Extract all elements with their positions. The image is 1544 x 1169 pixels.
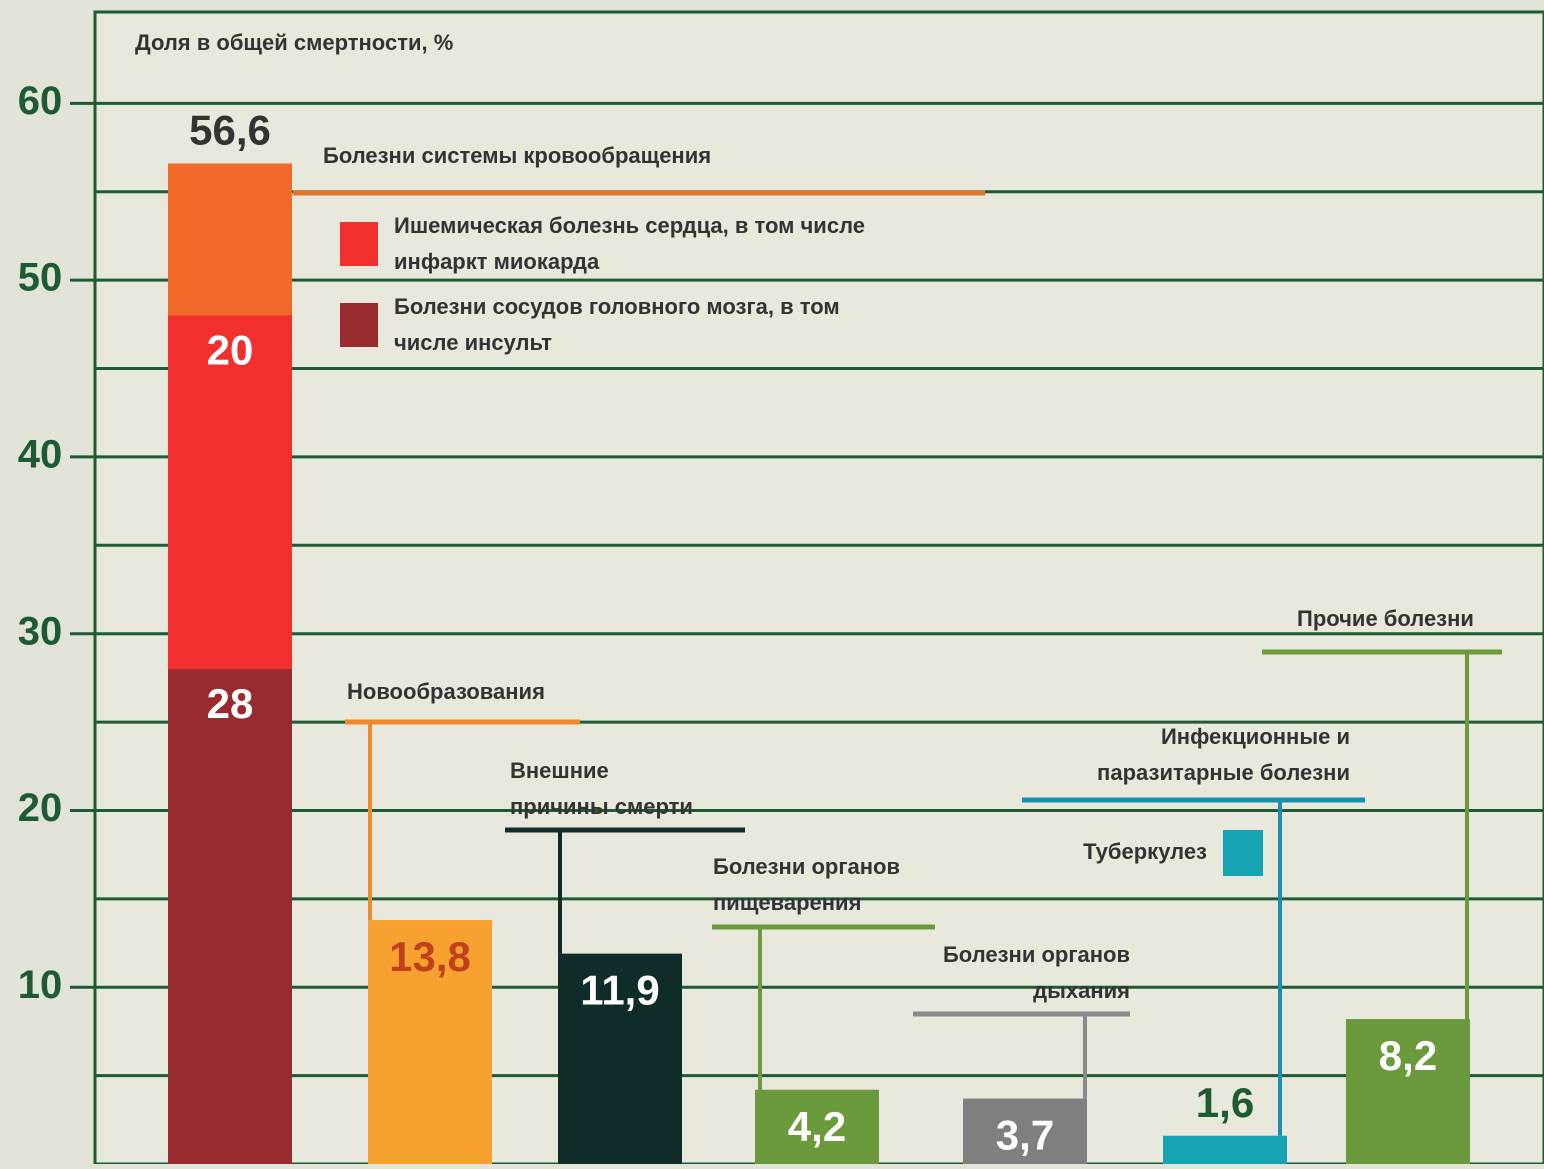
value-label: 11,9 [580,967,659,1014]
segment-label: 20 [207,327,254,374]
category-label: дыхания [1033,978,1130,1003]
category-label: Внешние [510,758,609,783]
category-label: Болезни системы кровообращения [323,143,711,168]
y-tick-label: 50 [18,256,63,300]
bar [558,953,682,1164]
category-label: Прочие болезни [1297,606,1474,631]
bar-segment [168,315,292,670]
legend-label: Ишемическая болезнь сердца, в том числе [394,213,865,238]
bar-segment [168,669,292,1164]
value-label: 1,6 [1196,1079,1254,1126]
legend-swatch [340,303,378,347]
value-label: 56,6 [189,107,271,154]
legend-label: числе инсульт [394,330,552,355]
plot-area [93,10,1544,1166]
bar [1346,1019,1470,1164]
category-label: Инфекционные и [1161,724,1350,749]
y-tick-label: 40 [18,432,63,476]
legend-label: Болезни сосудов головного мозга, в том [394,294,840,319]
y-tick-label: 20 [18,786,63,830]
legend-swatch [1223,830,1263,876]
category-label: Болезни органов [943,942,1130,967]
value-label: 13,8 [389,933,471,980]
bar [755,1089,879,1164]
value-label: 4,2 [788,1103,846,1150]
y-tick-label: 10 [18,963,63,1007]
y-tick-label: 60 [18,79,63,123]
segment-label: 28 [207,680,254,727]
category-label: Болезни органов [713,854,900,879]
category-label: паразитарные болезни [1097,760,1350,785]
bar [1163,1135,1287,1164]
legend-label: инфаркт миокарда [394,249,600,274]
y-tick-label: 30 [18,609,63,653]
chart-title: Доля в общей смертности, % [135,30,453,55]
value-label: 3,7 [996,1112,1054,1159]
bar [963,1098,1087,1164]
value-label: 8,2 [1379,1032,1437,1079]
legend-label: Туберкулез [1083,839,1207,864]
category-label: причины смерти [510,794,693,819]
bar [368,920,492,1164]
category-label: пищеварения [713,890,861,915]
category-label: Новообразования [347,679,545,704]
legend-swatch [340,222,378,266]
